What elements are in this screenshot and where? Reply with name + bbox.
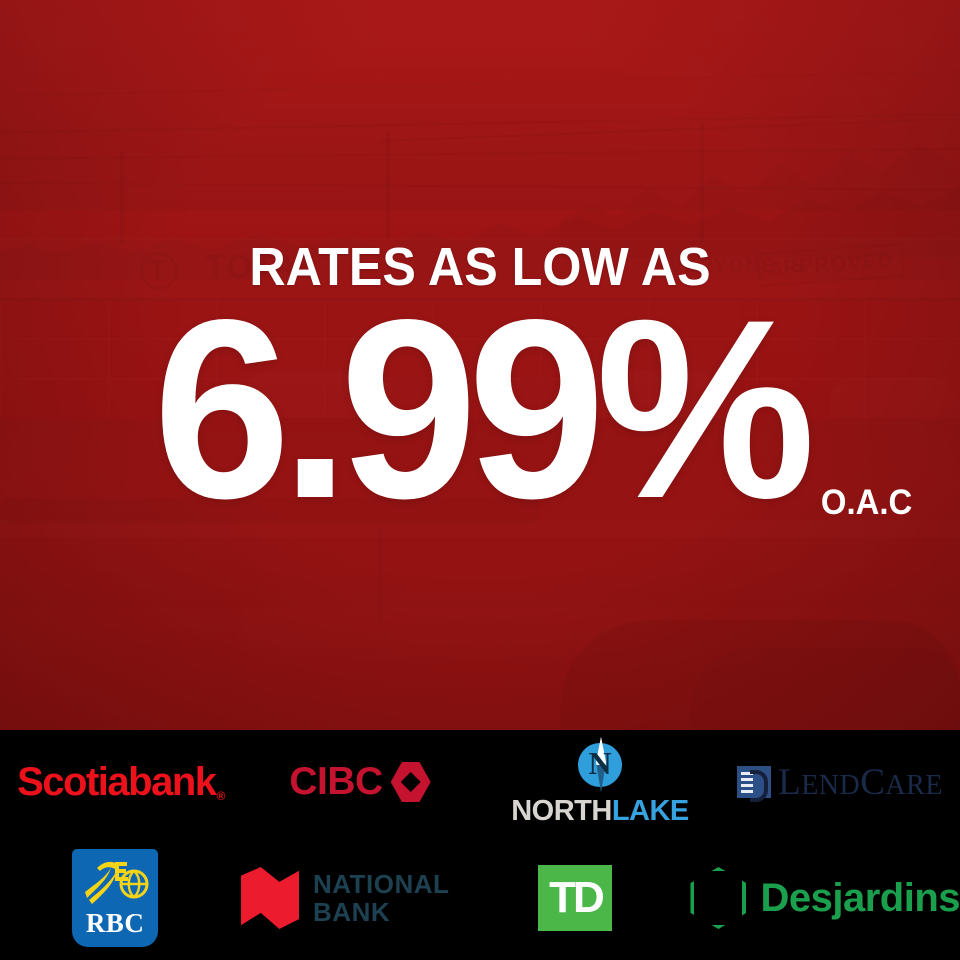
hero-section: TOTAL EVERYONE IS APPROVED RATES AS LOW …: [0, 0, 960, 730]
rbc-label: RBC: [85, 908, 145, 938]
headline-text: RATES AS LOW AS: [249, 237, 711, 297]
td-green-square-icon: TD: [538, 865, 613, 931]
lender-logo-northlake[interactable]: N NORTHLAKE: [480, 732, 720, 832]
lendcare-end: END: [801, 769, 861, 801]
lender-logo-cibc[interactable]: CIBC: [240, 732, 480, 832]
northlake-wordmark: N NORTHLAKE: [511, 736, 689, 828]
desjardins-label: Desjardins: [760, 875, 960, 920]
lendcare-label: LENDCARE: [778, 761, 943, 804]
rbc-lion-globe-icon: [85, 861, 149, 904]
td-label: TD: [549, 873, 605, 922]
northlake-compass-icon: N: [572, 736, 628, 793]
northlake-n-letter: N: [588, 744, 612, 781]
cibc-wordmark: CIBC: [289, 760, 431, 804]
lender-logo-row-2: RBC ® NATIONAL BANK TD: [0, 848, 960, 948]
rate-value: 6.99%: [153, 267, 817, 552]
hero-text-group: RATES AS LOW AS 6.99% O.A.C: [0, 237, 960, 552]
red-gradient-overlay: [0, 0, 960, 730]
cibc-diamond-icon: [390, 762, 431, 802]
cibc-label: CIBC: [289, 760, 383, 803]
lender-logo-scotiabank[interactable]: Scotiabank®: [0, 732, 240, 832]
northlake-label: NORTHLAKE: [511, 795, 689, 828]
lender-logo-td[interactable]: TD: [460, 848, 690, 948]
lender-logo-national-bank[interactable]: NATIONAL BANK: [230, 848, 460, 948]
lender-logo-lendcare[interactable]: LENDCARE: [720, 732, 960, 832]
lender-logo-rbc[interactable]: RBC ®: [0, 848, 230, 948]
scotiabank-trademark-icon: ®: [216, 788, 226, 803]
lendcare-c: C: [860, 761, 886, 803]
lendcare-mark-icon: [737, 766, 772, 802]
national-bank-line2: BANK: [313, 897, 391, 927]
scotiabank-wordmark: Scotiabank®: [17, 759, 226, 805]
rate-row: 6.99%: [0, 267, 960, 552]
northlake-label-north: NORTH: [511, 794, 612, 827]
national-bank-label: NATIONAL BANK: [313, 870, 449, 926]
national-bank-wordmark: NATIONAL BANK: [241, 867, 449, 929]
national-bank-flag-icon: [241, 867, 300, 929]
scotiabank-label: Scotiabank: [17, 759, 217, 804]
rbc-shield-icon: RBC ®: [72, 849, 159, 947]
desjardins-hexagon-icon: [690, 867, 747, 929]
lendcare-wordmark: LENDCARE: [737, 761, 943, 804]
lendcare-are: ARE: [885, 769, 943, 801]
lendcare-l: L: [778, 761, 802, 803]
vignette-overlay: [0, 0, 960, 730]
lender-logo-desjardins[interactable]: Desjardins: [690, 848, 960, 948]
lender-logo-row-1: Scotiabank® CIBC N NORTHLAKE: [0, 732, 960, 832]
northlake-label-lake: LAKE: [611, 794, 689, 827]
desjardins-wordmark: Desjardins: [690, 867, 960, 929]
lender-logo-bar: Scotiabank® CIBC N NORTHLAKE: [0, 730, 960, 960]
oac-disclaimer: O.A.C: [820, 483, 913, 522]
national-bank-line1: NATIONAL: [313, 868, 450, 899]
